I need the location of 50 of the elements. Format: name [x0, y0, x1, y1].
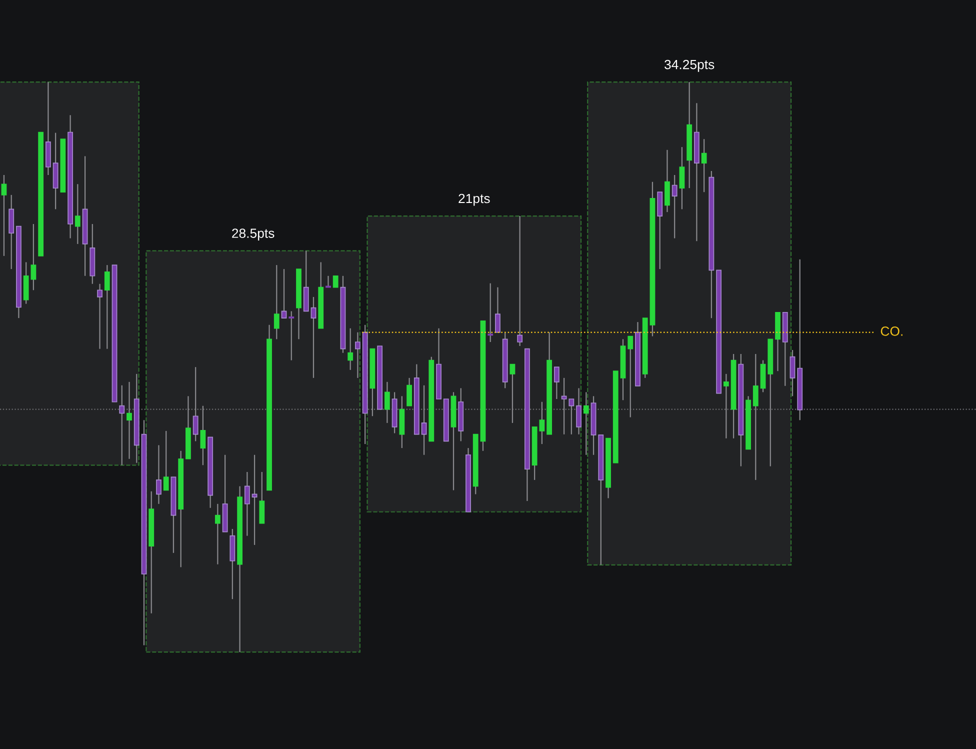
candlestick [657, 192, 663, 270]
candlestick [1, 174, 7, 256]
candlestick [488, 282, 494, 343]
candlestick [495, 286, 500, 333]
candlestick [406, 377, 412, 406]
candlestick [348, 328, 354, 370]
candlestick [583, 392, 589, 456]
candlestick [326, 275, 331, 288]
candlestick [664, 149, 670, 213]
candlestick [303, 250, 309, 312]
candlestick [517, 215, 523, 347]
candlestick [355, 332, 360, 378]
candlestick [723, 373, 729, 439]
candlestick [421, 384, 427, 456]
ref-line-label: CO. [880, 326, 902, 336]
candlestick [30, 223, 36, 291]
text: 34.25pts [664, 60, 714, 72]
candlestick [274, 264, 280, 340]
candlestick [244, 471, 250, 536]
candlestick [119, 384, 125, 466]
candlestick [628, 336, 634, 418]
candlestick [214, 503, 220, 565]
candlestick [554, 366, 560, 400]
candlestick [259, 471, 265, 524]
candlestick [701, 138, 707, 193]
candlestick [760, 360, 766, 393]
candlestick [384, 381, 390, 424]
candlestick [192, 366, 198, 442]
candlestick [332, 275, 338, 288]
candlestick [281, 268, 287, 319]
candlestick [8, 194, 14, 270]
candlestick [104, 264, 110, 350]
annotation: 28.5pts [232, 228, 274, 241]
candlestick [126, 381, 132, 460]
candlestick [23, 262, 29, 304]
candlestick [97, 283, 102, 350]
candlestick [679, 146, 685, 210]
candlestick [576, 388, 582, 435]
candlestick [156, 444, 162, 504]
candlestick [252, 454, 258, 546]
candlestick [510, 364, 516, 424]
annotation: 21pts [458, 194, 490, 206]
candlestick [790, 349, 796, 397]
candlestick [672, 174, 678, 239]
candlestick [752, 353, 758, 481]
candlestick [200, 405, 206, 466]
candlestick [310, 296, 316, 378]
candlestick [163, 430, 169, 491]
candlestick [288, 310, 294, 361]
candlestick [74, 184, 80, 245]
